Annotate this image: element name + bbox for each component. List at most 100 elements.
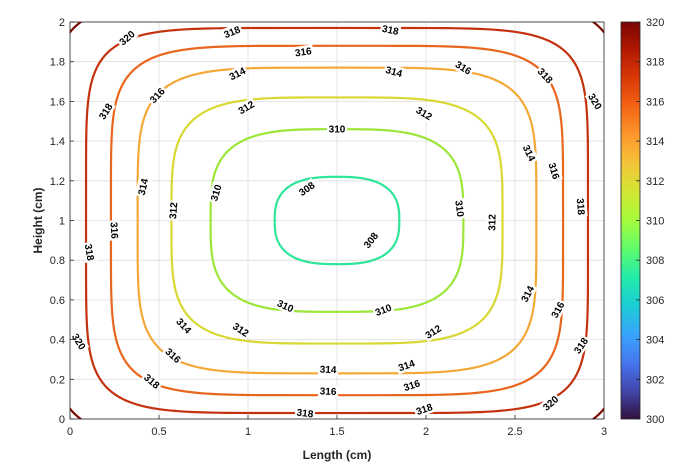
contour-label-bg — [317, 362, 339, 376]
colorbar-tick-label: 320 — [646, 17, 664, 29]
x-axis-label: Length (cm) — [303, 448, 372, 462]
contour-label: 316 — [400, 376, 424, 395]
x-tick-label: 1.5 — [329, 426, 344, 438]
contour-label-text: 316 — [546, 162, 562, 182]
contour-label-bg — [517, 282, 538, 306]
contour-label-bg — [225, 63, 249, 84]
contour-label-bg — [379, 21, 402, 38]
contour-label-text: 316 — [320, 386, 338, 398]
contour-label-bg — [273, 296, 297, 316]
contour-label-text: 310 — [452, 200, 465, 218]
contour-label-text: 314 — [319, 365, 337, 377]
contour-label-text: 316 — [402, 378, 422, 394]
contour-label: 312 — [166, 200, 180, 222]
contour-label: 316 — [547, 298, 568, 322]
x-tick-label: 1 — [245, 426, 251, 438]
contour-label-bg — [584, 89, 606, 114]
contour-label: 318 — [570, 333, 592, 358]
colorbar-tick-label: 306 — [646, 295, 664, 307]
contour-label: 318 — [574, 196, 588, 218]
contour-label-bg — [412, 102, 436, 124]
y-tick-label: 1.8 — [50, 57, 65, 69]
contour-label-text: 314 — [137, 177, 152, 196]
contour-label: 314 — [134, 175, 152, 198]
x-tick-label: 0 — [67, 426, 73, 438]
contour-label-bg — [95, 99, 117, 123]
contour-label-bg — [68, 329, 90, 354]
contour-label: 312 — [229, 319, 253, 341]
contour-label-text: 312 — [487, 214, 498, 231]
contour-label-text: 310 — [209, 183, 225, 203]
contour-label-bg — [294, 405, 316, 421]
contour-label: 318 — [412, 400, 436, 419]
contour-line-312 — [170, 96, 504, 345]
grid-layer — [69, 21, 605, 420]
contour-label-bg — [327, 123, 347, 136]
contour-label: 316 — [451, 57, 476, 79]
contour-label-bg — [107, 220, 122, 241]
y-tick-label: 2 — [59, 17, 65, 29]
contour-label-bg — [570, 333, 592, 358]
contour-label: 316 — [292, 44, 314, 59]
contour-label: 312 — [485, 212, 499, 233]
contour-label: 314 — [172, 314, 196, 338]
colorbar-tick-label: 300 — [646, 414, 664, 426]
tick-layer: 0 0.5 1 1.5 2 2.5 3 0 0.2 0.4 0.6 0.8 1 1.2 1.4 1.6 1.8 2 — [50, 17, 607, 438]
contour-label-bg — [134, 175, 152, 198]
contour-line-314 — [136, 66, 538, 375]
contour-label: 314 — [382, 63, 406, 81]
contour-label-bg — [539, 392, 563, 415]
contour-label: 318 — [81, 241, 98, 264]
contour-label-text: 310 — [329, 125, 346, 136]
contour-label-bg — [485, 212, 499, 233]
x-tick-label: 3 — [601, 426, 607, 438]
x-tick-label: 2 — [423, 426, 429, 438]
contour-label-text: 318 — [381, 24, 400, 38]
contour-label-bg — [394, 356, 418, 375]
contour-label: 320 — [68, 329, 90, 354]
contour-label-bg — [140, 370, 164, 393]
contour-label-bg — [234, 97, 258, 118]
contour-label: 316 — [161, 344, 185, 367]
contour-line-318 — [84, 26, 590, 415]
contour-label-bg — [452, 197, 468, 220]
contour-label-bg — [317, 384, 339, 398]
contour-label-text: 316 — [294, 46, 313, 59]
contour-label: 318 — [220, 22, 244, 42]
contour-line-308 — [273, 175, 401, 266]
y-tick-label: 1.4 — [50, 136, 65, 148]
y-tick-label: 1.2 — [50, 176, 65, 188]
contour-label-bg — [292, 44, 314, 60]
contour-label: 310 — [207, 181, 225, 205]
colorbar-tick-label: 308 — [646, 255, 664, 267]
colorbar-tick-label: 302 — [646, 374, 664, 386]
contour-label: 310 — [327, 123, 347, 136]
colorbar-tick-label: 304 — [646, 335, 664, 347]
contour-label: 310 — [273, 296, 297, 316]
contour-label: 318 — [294, 405, 316, 421]
contour-label-bg — [547, 298, 568, 322]
contour-label-bg — [81, 241, 98, 264]
contour-label-bg — [451, 57, 476, 79]
contour-label-bg — [229, 319, 253, 341]
contour-label-bg — [534, 64, 557, 88]
contour-label-bg — [412, 400, 436, 419]
contour-label: 314 — [394, 356, 418, 375]
contour-label-bg — [421, 321, 445, 343]
contour-label-bg — [382, 63, 406, 81]
contour-line-310 — [209, 128, 465, 313]
contour-label: 316 — [107, 220, 122, 241]
colorbar-tick-label: 316 — [646, 96, 664, 108]
contour-line-316 — [109, 44, 565, 397]
colorbar-tick-label: 312 — [646, 176, 664, 188]
contour-label: 320 — [115, 26, 139, 49]
contour-label-bg — [359, 228, 382, 252]
contour-label-bg — [145, 83, 169, 107]
contour-label: 318 — [379, 21, 402, 38]
contour-label-bg — [545, 159, 563, 183]
y-tick-label: 1.6 — [50, 96, 65, 108]
contour-label-text: 318 — [574, 198, 586, 216]
contour-label: 314 — [317, 362, 339, 377]
